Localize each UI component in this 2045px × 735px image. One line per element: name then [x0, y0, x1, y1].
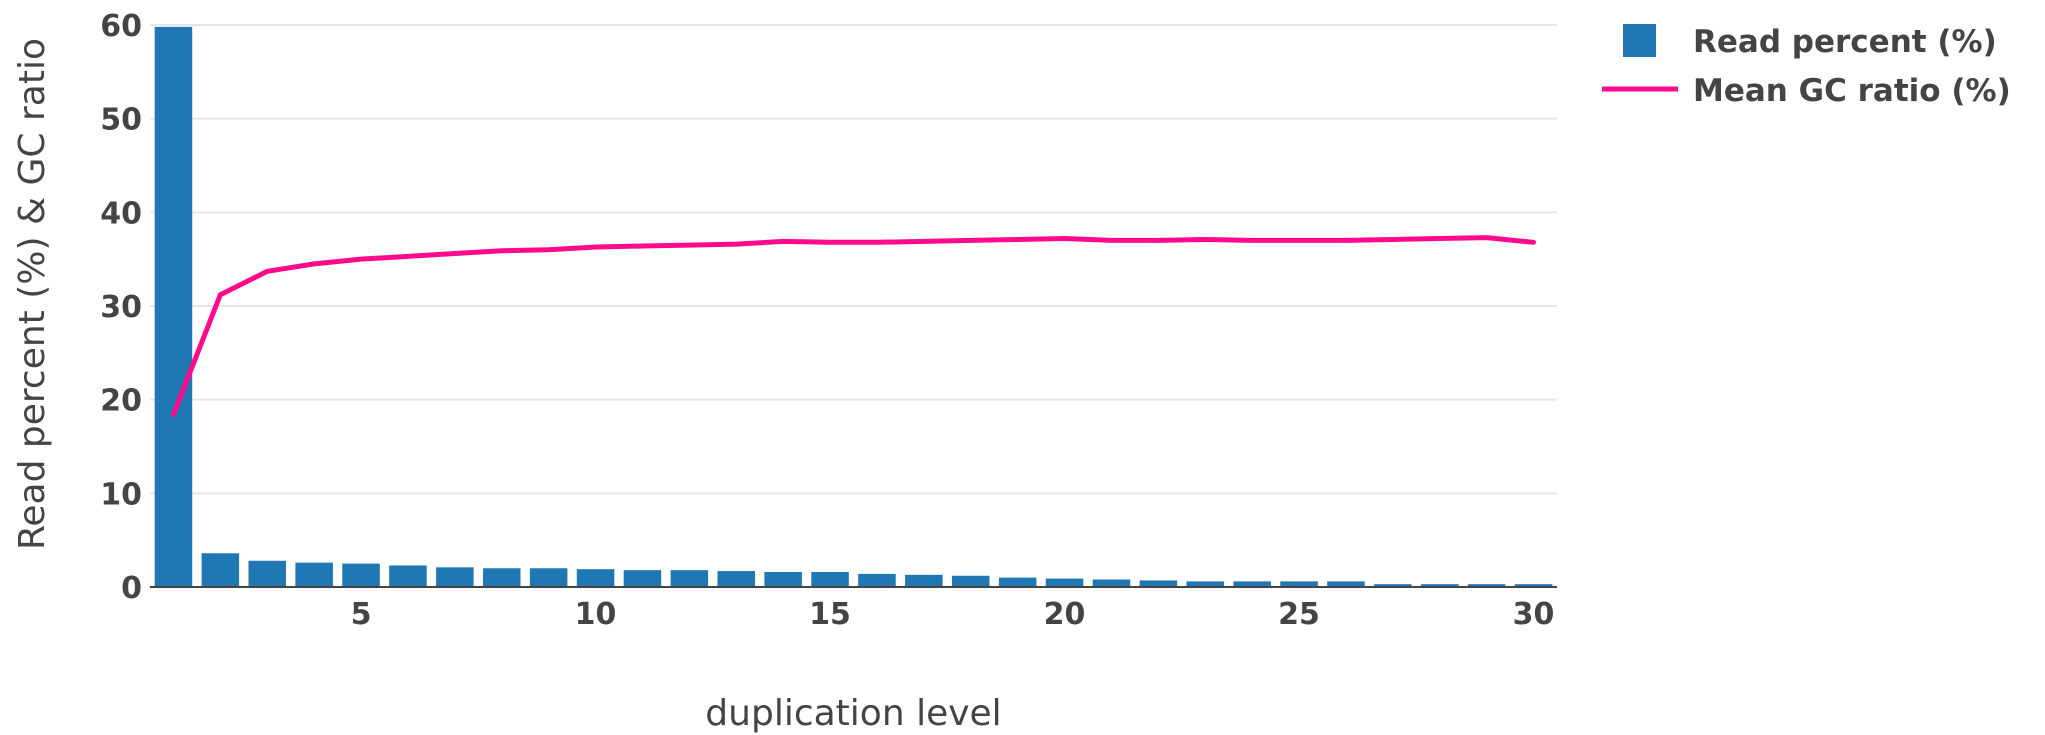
bar-8: [482, 568, 521, 587]
bar-18: [951, 575, 990, 587]
x-axis-ticks: 5 10 15 20 25 30: [351, 597, 1555, 632]
bar-5: [342, 563, 380, 587]
y-tick-label-30: 30: [100, 290, 142, 325]
y-tick-label-50: 50: [100, 103, 142, 138]
bar-3: [248, 560, 287, 587]
legend-label-mean-gc-ratio: Mean GC ratio (%): [1693, 73, 2011, 109]
bar-16: [858, 573, 896, 587]
bar-27: [1374, 584, 1412, 587]
y-axis-ticks: 0 10 20 30 40 50 60: [100, 9, 142, 606]
y-tick-label-10: 10: [100, 477, 142, 512]
x-tick-label-30: 30: [1513, 597, 1555, 632]
bar-10: [576, 569, 615, 587]
bar-28: [1420, 584, 1459, 587]
y-tick-label-40: 40: [100, 196, 142, 231]
bar-23: [1186, 581, 1225, 587]
bar-series: [154, 26, 1553, 587]
bar-2: [201, 553, 240, 587]
bar-30: [1514, 584, 1553, 587]
legend-label-read-percent: Read percent (%): [1693, 24, 1997, 60]
x-tick-label-15: 15: [809, 597, 851, 632]
legend-swatch-read-percent: [1623, 24, 1656, 57]
bar-20: [1045, 578, 1084, 587]
legend-item-mean-gc-ratio: Mean GC ratio (%): [1602, 73, 2011, 109]
legend-item-read-percent: Read percent (%): [1623, 24, 1997, 60]
y-tick-label-0: 0: [121, 571, 142, 606]
y-tick-label-20: 20: [100, 384, 142, 419]
bar-25: [1280, 581, 1318, 587]
x-tick-label-25: 25: [1278, 597, 1320, 632]
bar-4: [295, 562, 333, 587]
bar-6: [389, 565, 427, 587]
bar-1: [154, 26, 193, 587]
x-tick-label-5: 5: [351, 597, 372, 632]
bar-13: [717, 571, 756, 587]
line-mean-gc-ratio: [170, 235, 1537, 418]
bar-7: [436, 567, 474, 587]
bar-19: [998, 577, 1037, 587]
legend: Read percent (%) Mean GC ratio (%): [1602, 24, 2011, 109]
bar-22: [1139, 580, 1178, 587]
bar-15: [811, 572, 849, 587]
line-series: [170, 235, 1537, 418]
bar-29: [1467, 584, 1506, 587]
bar-14: [764, 572, 802, 587]
x-tick-label-20: 20: [1044, 597, 1086, 632]
bar-21: [1092, 579, 1131, 587]
x-axis-title: duplication level: [705, 693, 1001, 734]
bar-26: [1327, 581, 1365, 587]
bar-24: [1233, 581, 1271, 587]
y-tick-label-60: 60: [100, 9, 142, 44]
grid: [150, 24, 1557, 495]
bar-12: [670, 570, 709, 587]
bar-17: [905, 574, 943, 587]
bar-9: [529, 568, 568, 587]
y-axis-title: Read percent (%) & GC ratio: [12, 38, 53, 550]
bar-11: [623, 570, 662, 587]
x-tick-label-10: 10: [575, 597, 617, 632]
